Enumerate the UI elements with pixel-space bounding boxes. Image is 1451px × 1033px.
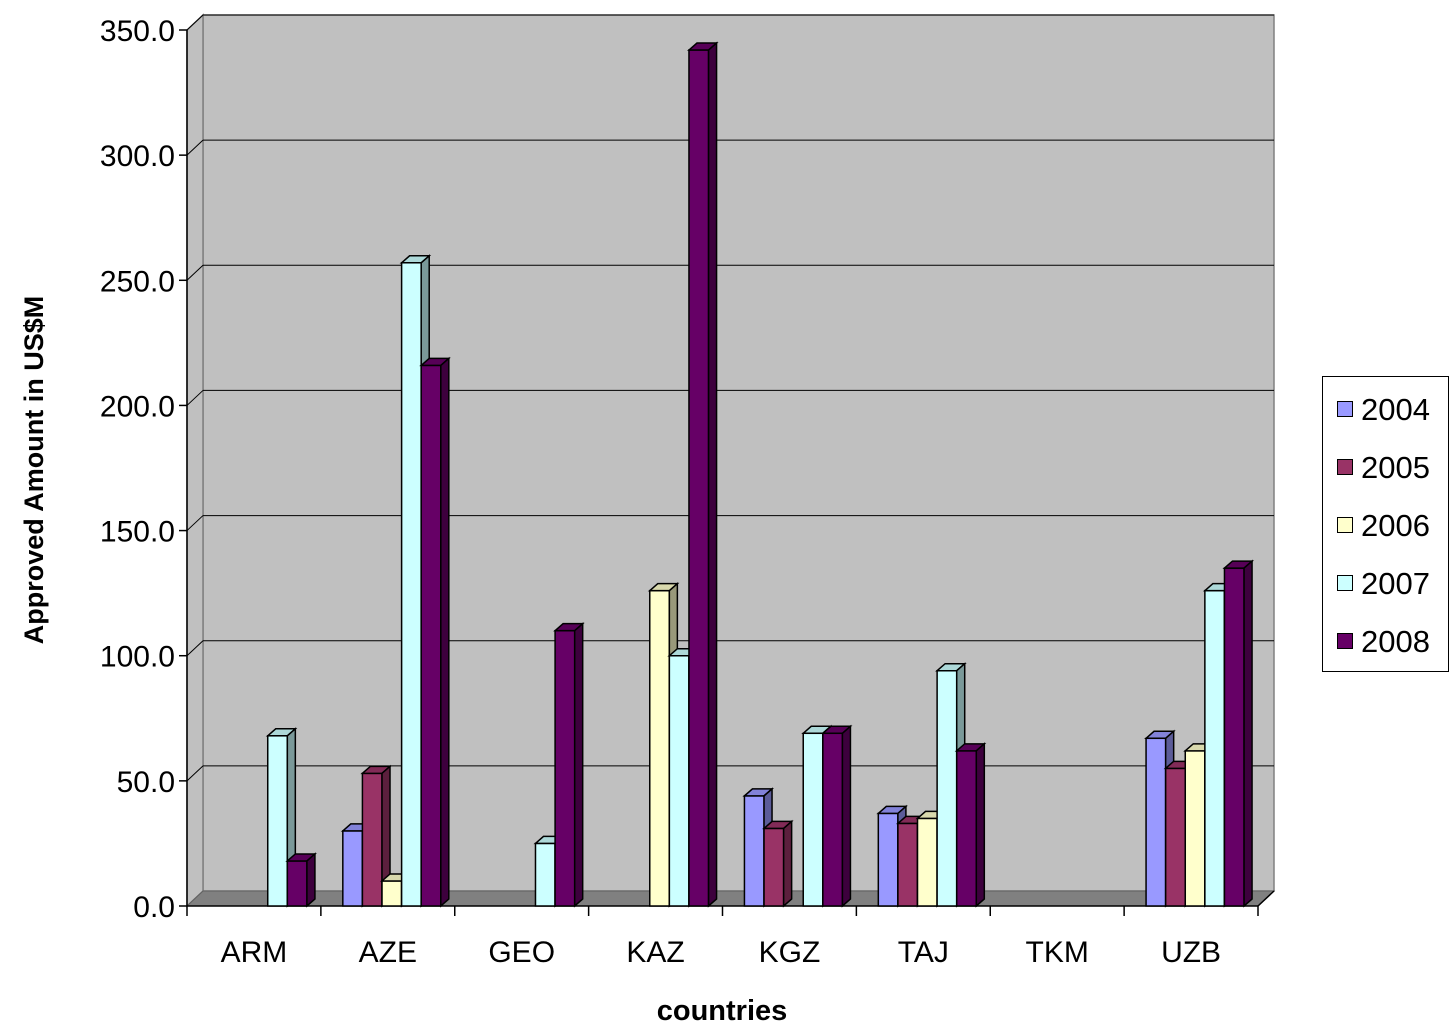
bar-side — [1243, 559, 1253, 908]
bar-front — [361, 772, 383, 907]
bar-front — [420, 364, 442, 907]
bar — [265, 727, 298, 908]
bar-front — [286, 860, 308, 907]
y-tick-label: 350.0 — [100, 15, 175, 48]
y-axis-label: Approved Amount in US$M — [19, 296, 49, 645]
gridline-side — [186, 14, 204, 31]
y-tick-label: 50.0 — [117, 766, 175, 799]
bar — [954, 742, 987, 908]
y-tick-label: 200.0 — [100, 390, 175, 423]
y-tick-label: 0.0 — [133, 891, 175, 924]
x-tick-label: KGZ — [759, 936, 821, 969]
bar — [285, 852, 317, 908]
x-tick-label: GEO — [488, 936, 555, 969]
legend-label: 2007 — [1361, 565, 1430, 601]
legend-label: 2006 — [1361, 507, 1430, 543]
bar-front — [400, 262, 422, 907]
bar-front — [743, 795, 765, 907]
bar — [419, 356, 451, 908]
x-axis-label: countries — [657, 995, 788, 1027]
bar — [360, 764, 393, 908]
plot-background — [185, 13, 1276, 908]
bar-side — [440, 356, 450, 908]
bar-front — [266, 735, 289, 907]
grid-lines — [186, 14, 1274, 782]
tick-labels: 0.0 50.0 100.0 150.0 200.0 250.0 300.0 350.0 ARM… — [100, 15, 1221, 969]
legend-item: 2005 — [1337, 447, 1430, 487]
bar-front — [1184, 750, 1206, 907]
legend-label: 2008 — [1361, 623, 1430, 659]
bar — [820, 724, 853, 908]
bar — [762, 819, 794, 908]
legend-swatch — [1337, 459, 1353, 475]
y-tick-label: 150.0 — [100, 516, 175, 549]
legend-item: 2004 — [1337, 389, 1430, 429]
gridline-side — [186, 640, 204, 657]
bar-front — [534, 842, 556, 907]
bar-front — [822, 732, 844, 907]
legend-item: 2008 — [1337, 621, 1430, 661]
legend-swatch — [1337, 517, 1353, 533]
legend-label: 2004 — [1361, 391, 1430, 427]
x-tick-label: KAZ — [626, 936, 684, 969]
y-tick-label: 100.0 — [100, 641, 175, 674]
legend-swatch — [1337, 401, 1353, 417]
bar-front — [649, 589, 671, 907]
bar-front — [1204, 589, 1226, 907]
bar-front — [688, 49, 710, 907]
x-tick-label: AZE — [359, 936, 417, 969]
bar — [1222, 559, 1255, 908]
bar-side — [707, 41, 718, 908]
legend-item: 2006 — [1337, 505, 1430, 545]
gridline-side — [186, 765, 204, 782]
bar-side — [975, 742, 986, 908]
x-axis-depth-line — [1257, 890, 1275, 907]
bar-front — [916, 817, 938, 907]
bar-front — [1164, 767, 1187, 907]
bar — [553, 622, 585, 908]
bar-front — [897, 822, 919, 907]
bar-side — [841, 724, 852, 908]
legend-label: 2005 — [1361, 449, 1430, 485]
bar-front — [936, 669, 958, 907]
y-tick-label: 300.0 — [100, 140, 175, 173]
bar-front — [342, 830, 364, 907]
gridline-side — [186, 264, 204, 281]
bar-side — [306, 852, 316, 908]
y-tick-label: 250.0 — [100, 265, 175, 298]
bar-front — [955, 750, 978, 907]
x-tick-label: ARM — [221, 936, 288, 969]
bar-front — [802, 732, 824, 907]
back-wall — [202, 14, 1275, 892]
bar-front — [668, 654, 690, 907]
bar-front — [554, 629, 576, 907]
legend-item: 2007 — [1337, 563, 1430, 603]
bar-front — [877, 812, 899, 907]
legend-swatch — [1337, 633, 1353, 649]
bar-side — [573, 622, 584, 908]
bar-front — [1223, 567, 1245, 907]
bar — [686, 41, 719, 908]
gridline-side — [186, 139, 204, 156]
bars — [265, 41, 1255, 908]
bar-front — [1145, 737, 1167, 907]
legend-swatch — [1337, 575, 1353, 591]
bar-front — [763, 827, 785, 907]
bar-side — [782, 819, 793, 908]
gridline-side — [186, 515, 204, 531]
x-tick-label: TKM — [1026, 936, 1089, 969]
x-tick-label: TAJ — [898, 936, 949, 969]
gridline-side — [186, 390, 204, 406]
legend: 2004 2005 2006 2007 2008 — [1322, 376, 1449, 672]
x-tick-label: UZB — [1161, 936, 1221, 969]
bar-front — [381, 880, 403, 907]
side-wall — [186, 13, 204, 908]
